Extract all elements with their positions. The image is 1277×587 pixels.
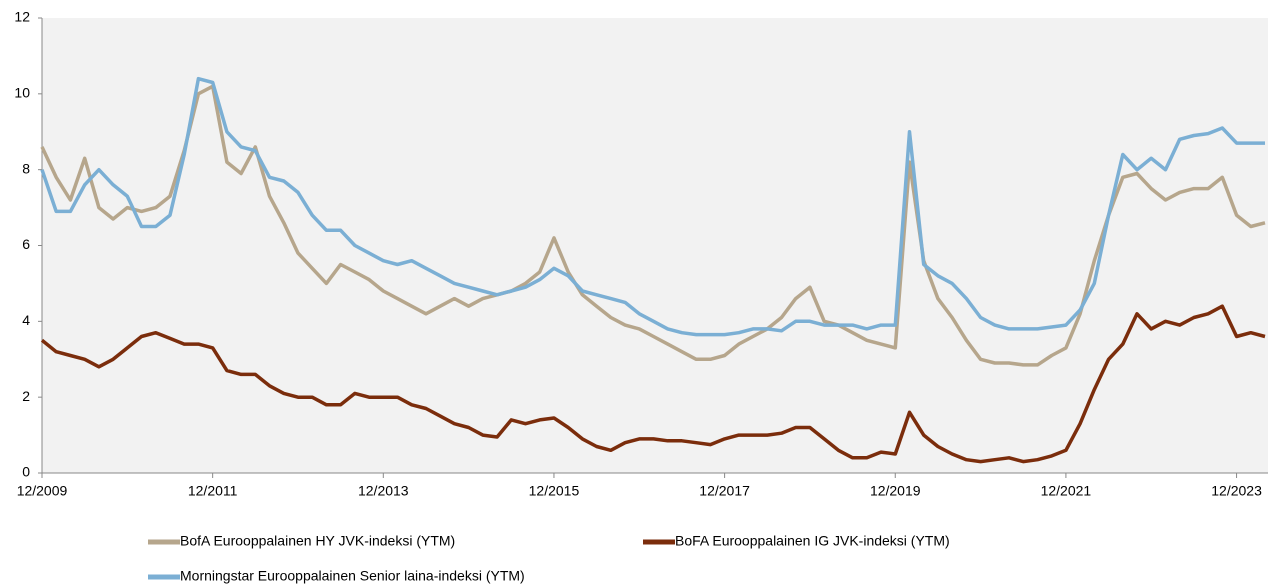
x-tick-label: 12/2023 <box>1211 483 1262 499</box>
series-line <box>40 76 1265 337</box>
x-tick-label: 12/2011 <box>188 483 238 499</box>
x-tick-label: 12/2019 <box>870 483 921 499</box>
x-tick-label: 12/2021 <box>1041 483 1092 499</box>
x-tick-label: 12/2013 <box>358 483 409 499</box>
x-tick-label: 12/2009 <box>17 483 68 499</box>
y-tick-label: 8 <box>22 160 30 176</box>
y-tick-label: 4 <box>22 312 30 328</box>
x-tick-label: 12/2017 <box>699 483 750 499</box>
legend-label: BoFA Eurooppalainen IG JVK-indeksi (YTM) <box>675 533 950 549</box>
y-tick-label: 0 <box>22 464 30 480</box>
plot-area <box>42 18 1268 473</box>
legend-label: Morningstar Eurooppalainen Senior laina-… <box>180 568 525 584</box>
y-tick-label: 6 <box>22 236 30 252</box>
y-tick-label: 12 <box>14 9 30 25</box>
y-tick-label: 10 <box>14 85 30 101</box>
x-tick-label: 12/2015 <box>529 483 580 499</box>
series-line <box>40 304 1266 464</box>
series-line <box>40 84 1266 367</box>
y-tick-label: 2 <box>22 388 30 404</box>
legend-label: BofA Eurooppalainen HY JVK-indeksi (YTM) <box>180 533 455 549</box>
